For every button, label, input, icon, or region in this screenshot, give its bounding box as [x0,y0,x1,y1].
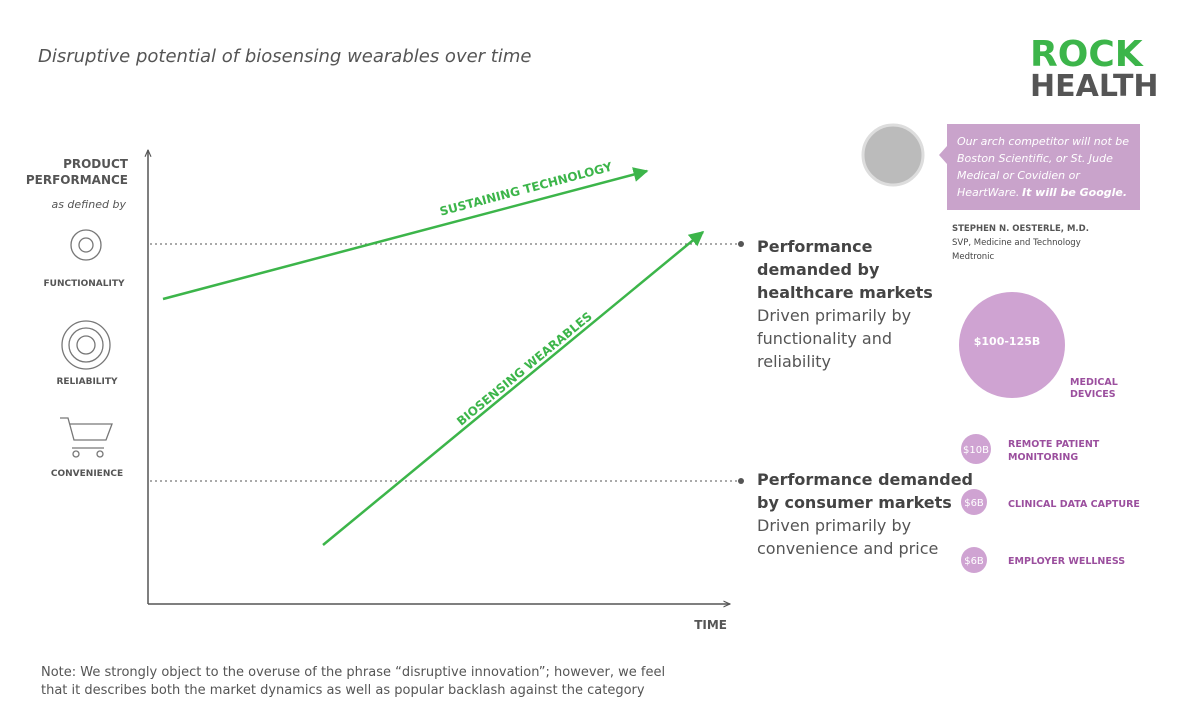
quote-box [939,124,1140,210]
threshold-text: Driven primarily by [757,516,911,535]
photo [861,123,925,187]
quote-line: Our arch competitor will not be [957,135,1129,148]
threshold-text: Driven primarily by [757,306,911,325]
market-circle [961,547,987,573]
threshold-text: convenience and price [757,539,938,558]
quote-company: Medtronic [952,252,995,262]
dimension-label: CONVENIENCE [51,469,123,479]
threshold-dot [738,241,744,247]
icons [60,229,113,458]
axis-sublabel: as defined by [51,198,126,211]
market-size: $10B [963,445,989,456]
market-label: REMOTE PATIENT [1008,439,1100,450]
market-circle [961,434,991,464]
market-size: $100-125B [974,335,1041,348]
threshold-text: Performance [757,237,873,256]
trend-label: BIOSENSING WEARABLES [454,309,595,428]
threshold-text: Performance demanded by healthcare markets… [757,237,973,558]
market-label: MONITORING [1008,452,1078,463]
quote-line: HeartWare. [957,186,1019,199]
note: Note: We strongly object to the overuse … [41,665,665,680]
threshold-dot [738,478,744,484]
threshold-text: reliability [757,352,831,371]
quote-author: STEPHEN N. OESTERLE, M.D. [952,224,1089,234]
threshold-text: demanded by [757,260,880,279]
dimension-label: RELIABILITY [56,377,118,387]
logo-line: HEALTH [1030,69,1159,104]
quote-emphasis: It will be Google. [1022,186,1127,199]
market-circle [961,489,987,515]
market-label: CLINICAL DATA CAPTURE [1008,499,1140,510]
trend-line [322,231,705,546]
axis-label: PERFORMANCE [26,173,128,187]
axis-label: TIME [694,618,727,632]
quote-line: Medical or Covidien or [957,169,1081,182]
quote-line: Boston Scientific, or St. Jude [957,152,1113,165]
title: Disruptive potential of biosensing weara… [38,46,531,67]
trend-line [162,167,649,301]
threshold-text: functionality and [757,329,892,348]
note: that it describes both the market dynami… [41,683,645,698]
threshold-text: healthcare markets [757,283,933,302]
logo-line: ROCK [1030,34,1144,75]
trend-label: SUSTAINING TECHNOLOGY [438,160,614,219]
quote-role: SVP, Medicine and Technology [952,238,1081,248]
threshold-text: by consumer markets [757,493,952,512]
axis-label: PRODUCT [63,157,129,171]
market-size: $6B [964,556,984,567]
market-circle [959,292,1065,398]
market-size: $6B [964,498,984,509]
threshold-text: Performance demanded [757,470,973,489]
market-label: EMPLOYER WELLNESS [1008,556,1125,567]
market-label: DEVICES [1070,389,1116,400]
dimension-label: FUNCTIONALITY [44,279,125,289]
market-label: MEDICAL [1070,377,1118,388]
